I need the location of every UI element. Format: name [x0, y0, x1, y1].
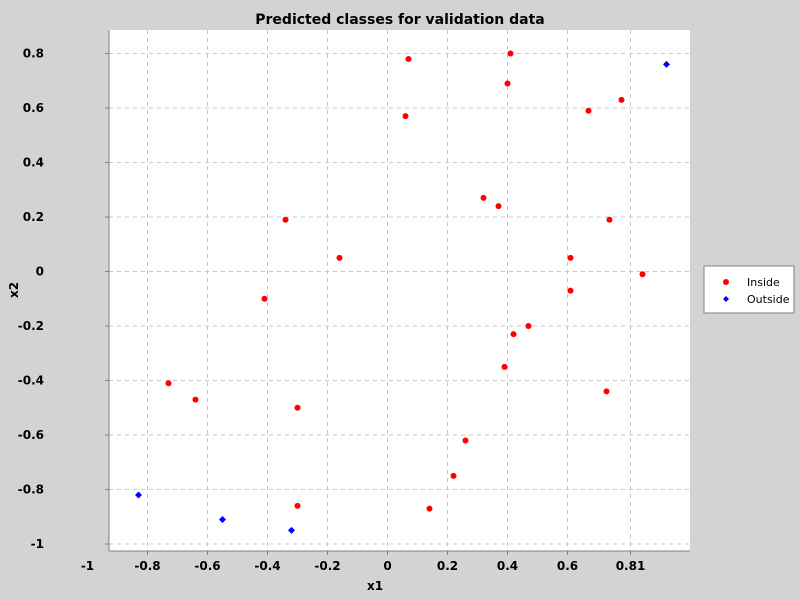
y-tick-label: -0.4 — [18, 374, 44, 388]
x-tick-label: -0.8 — [134, 559, 160, 573]
x-tick-label: 0.6 — [557, 559, 578, 573]
legend-marker-outside — [723, 296, 729, 302]
legend-label-inside: Inside — [747, 276, 780, 289]
data-point-inside — [294, 404, 301, 411]
x-tick-label: 0.2 — [437, 559, 458, 573]
legend-marker-inside — [723, 279, 729, 285]
data-point-inside — [525, 323, 532, 329]
data-point-inside — [462, 437, 469, 444]
data-point-inside — [639, 271, 646, 278]
x-tick-label: 0 — [383, 559, 391, 573]
plot-area — [109, 30, 690, 551]
x-tick-label: -1 — [81, 559, 94, 573]
data-point-inside — [405, 55, 412, 62]
grid-lines — [105, 30, 690, 555]
data-point-inside — [504, 80, 511, 87]
y-tick-label: 0.6 — [23, 101, 44, 115]
y-axis-title: x2 — [7, 282, 21, 298]
y-tick-label: 0.2 — [23, 210, 44, 224]
x-tick-label: 0.81 — [616, 559, 646, 573]
x-axis-title: x1 — [367, 579, 383, 593]
y-tick-label: -0.6 — [18, 428, 44, 442]
data-point-inside — [501, 363, 508, 370]
y-tick-label: 0.4 — [23, 156, 44, 170]
x-tick-labels: -1 -0.8 -0.6 -0.4 -0.2 0 0.2 0.4 0.6 0.81 — [81, 559, 645, 573]
legend: Inside Outside — [703, 265, 795, 314]
data-point-inside — [294, 502, 301, 509]
x-tick-label: -0.2 — [314, 559, 340, 573]
legend-label-outside: Outside — [747, 293, 790, 306]
data-point-inside — [567, 254, 574, 261]
data-point-outside — [288, 526, 295, 534]
data-point-inside — [426, 505, 433, 512]
data-point-inside — [567, 287, 574, 294]
data-point-inside — [282, 216, 289, 223]
axes — [108, 30, 690, 552]
y-tick-label: -1 — [31, 537, 44, 551]
data-point-outside — [135, 491, 142, 499]
data-point-inside — [510, 331, 517, 338]
chart-title: Predicted classes for validation data — [255, 12, 544, 28]
y-tick-label: 0 — [36, 265, 44, 279]
data-point-outside — [219, 515, 226, 523]
x-tick-label: -0.4 — [254, 559, 280, 573]
data-point-inside — [495, 203, 502, 210]
data-point-inside — [480, 194, 487, 201]
data-point-inside — [507, 50, 514, 57]
data-point-inside — [585, 107, 592, 114]
data-point-inside — [618, 96, 625, 103]
y-tick-label: -0.8 — [18, 483, 44, 497]
data-point-inside — [606, 216, 613, 223]
data-points — [135, 50, 670, 534]
data-point-inside — [192, 396, 199, 403]
data-point-inside — [402, 113, 409, 120]
data-point-outside — [663, 60, 670, 68]
y-tick-labels: -1 -0.8 -0.6 -0.4 -0.2 0 0.2 0.4 0.6 0.8 — [18, 47, 44, 552]
data-point-inside — [336, 254, 343, 261]
data-point-inside — [261, 295, 268, 302]
x-tick-label: -0.6 — [194, 559, 220, 573]
data-point-inside — [165, 380, 172, 387]
legend-box — [703, 265, 795, 314]
y-tick-label: -0.2 — [18, 319, 44, 333]
data-point-inside — [450, 472, 457, 479]
x-tick-label: 0.4 — [497, 559, 518, 573]
data-point-inside — [603, 388, 610, 395]
y-tick-label: 0.8 — [23, 47, 44, 61]
